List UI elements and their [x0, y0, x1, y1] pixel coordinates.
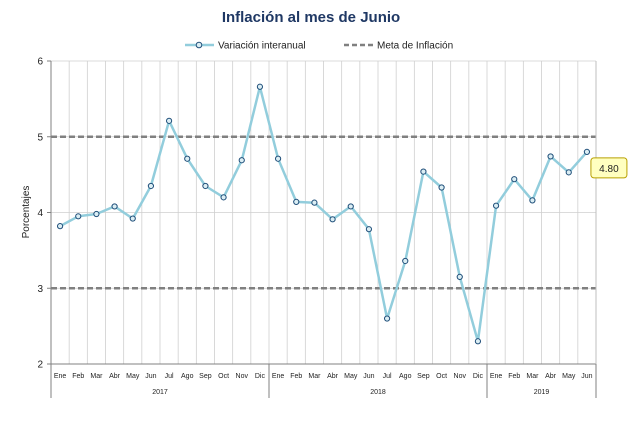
x-tick-label: Jul: [383, 373, 392, 380]
x-tick-label: Dic: [473, 373, 484, 380]
data-point: [256, 83, 264, 90]
x-tick-label: May: [562, 373, 576, 380]
x-tick-label: Sep: [417, 373, 430, 380]
data-point: [438, 184, 445, 191]
x-tick-label: Nov: [236, 373, 249, 380]
x-tick-label: Feb: [508, 373, 520, 380]
x-tick-label: Ago: [399, 373, 412, 380]
x-tick-label: Abr: [545, 373, 557, 380]
series-line: [59, 85, 588, 343]
x-tick-label: Abr: [327, 373, 339, 380]
series-points: [56, 83, 591, 345]
data-point: [56, 223, 64, 230]
x-tick-label: May: [344, 373, 358, 380]
data-point: [347, 203, 354, 210]
callout-box: [590, 157, 628, 179]
year-label: 2017: [152, 389, 168, 396]
year-labels: 2017 2018 2019: [50, 364, 597, 398]
target-band-lines: [51, 135, 596, 290]
data-point: [547, 153, 554, 160]
data-point: [420, 168, 427, 175]
series-line-group: [59, 85, 588, 343]
x-tick-label: Jun: [581, 373, 592, 380]
x-tick-label: Ene: [54, 373, 67, 380]
data-point: [511, 176, 518, 183]
last-value-callout: 4.80: [590, 157, 628, 179]
data-point: [529, 197, 536, 204]
data-point: [184, 155, 191, 162]
chart-title: Inflación al mes de Junio: [222, 9, 400, 26]
x-tick-label: Jul: [165, 373, 174, 380]
x-tick-label: Oct: [218, 373, 229, 380]
data-point: [329, 216, 336, 223]
y-tick-label: 5: [37, 132, 43, 143]
data-point: [383, 315, 391, 322]
y-tick-label: 3: [37, 284, 43, 295]
data-point: [456, 273, 463, 280]
x-tick-label: Ene: [490, 373, 503, 380]
x-tick-label: Jun: [363, 373, 374, 380]
y-tick-label: 2: [37, 360, 43, 371]
data-point: [111, 203, 118, 210]
legend-series-label: Variación interanual: [218, 41, 306, 52]
data-point: [220, 194, 227, 201]
data-point: [565, 169, 572, 176]
data-point: [202, 182, 209, 190]
data-point: [147, 182, 155, 190]
data-point: [129, 215, 136, 222]
data-point: [402, 257, 409, 265]
x-tick-label: Sep: [199, 373, 212, 380]
x-tick-label: Ene: [272, 373, 285, 380]
data-point: [293, 198, 300, 205]
y-tick-labels: 2 3 4 5 6: [37, 57, 51, 371]
legend-series-marker: [195, 41, 203, 49]
x-tick-label: Mar: [90, 373, 103, 380]
y-tick-label: 4: [37, 208, 43, 219]
x-tick-label: Oct: [436, 373, 447, 380]
data-point: [165, 117, 173, 124]
x-tick-label: Dic: [255, 373, 266, 380]
legend-target-label: Meta de Inflación: [377, 41, 453, 52]
x-tick-label: Mar: [308, 373, 321, 380]
data-point: [93, 210, 100, 218]
x-tick-label: Ago: [181, 373, 194, 380]
x-tick-label: Jun: [145, 373, 156, 380]
year-label: 2019: [534, 389, 550, 396]
data-point: [75, 213, 82, 220]
y-axis-label: Porcentajes: [21, 186, 32, 239]
callout-label: 4.80: [599, 164, 619, 175]
data-point: [274, 155, 282, 162]
data-point: [311, 199, 318, 206]
data-point: [474, 338, 482, 345]
data-point: [365, 226, 373, 233]
x-tick-label: Abr: [109, 373, 121, 380]
year-label: 2018: [370, 389, 386, 396]
x-tick-labels: Ene Feb Mar Abr May Jun Jul Ago Sep Oct Nov Dic Ene F…: [54, 373, 593, 380]
data-point: [583, 148, 591, 155]
legend: Variación interanual Meta de Inflación: [185, 41, 453, 52]
y-tick-label: 6: [37, 57, 43, 68]
x-tick-label: May: [126, 373, 140, 380]
data-point: [238, 157, 245, 164]
x-tick-label: Feb: [290, 373, 302, 380]
x-tick-label: Mar: [526, 373, 539, 380]
data-point: [492, 202, 500, 209]
x-tick-label: Feb: [72, 373, 84, 380]
x-tick-label: Nov: [454, 373, 467, 380]
